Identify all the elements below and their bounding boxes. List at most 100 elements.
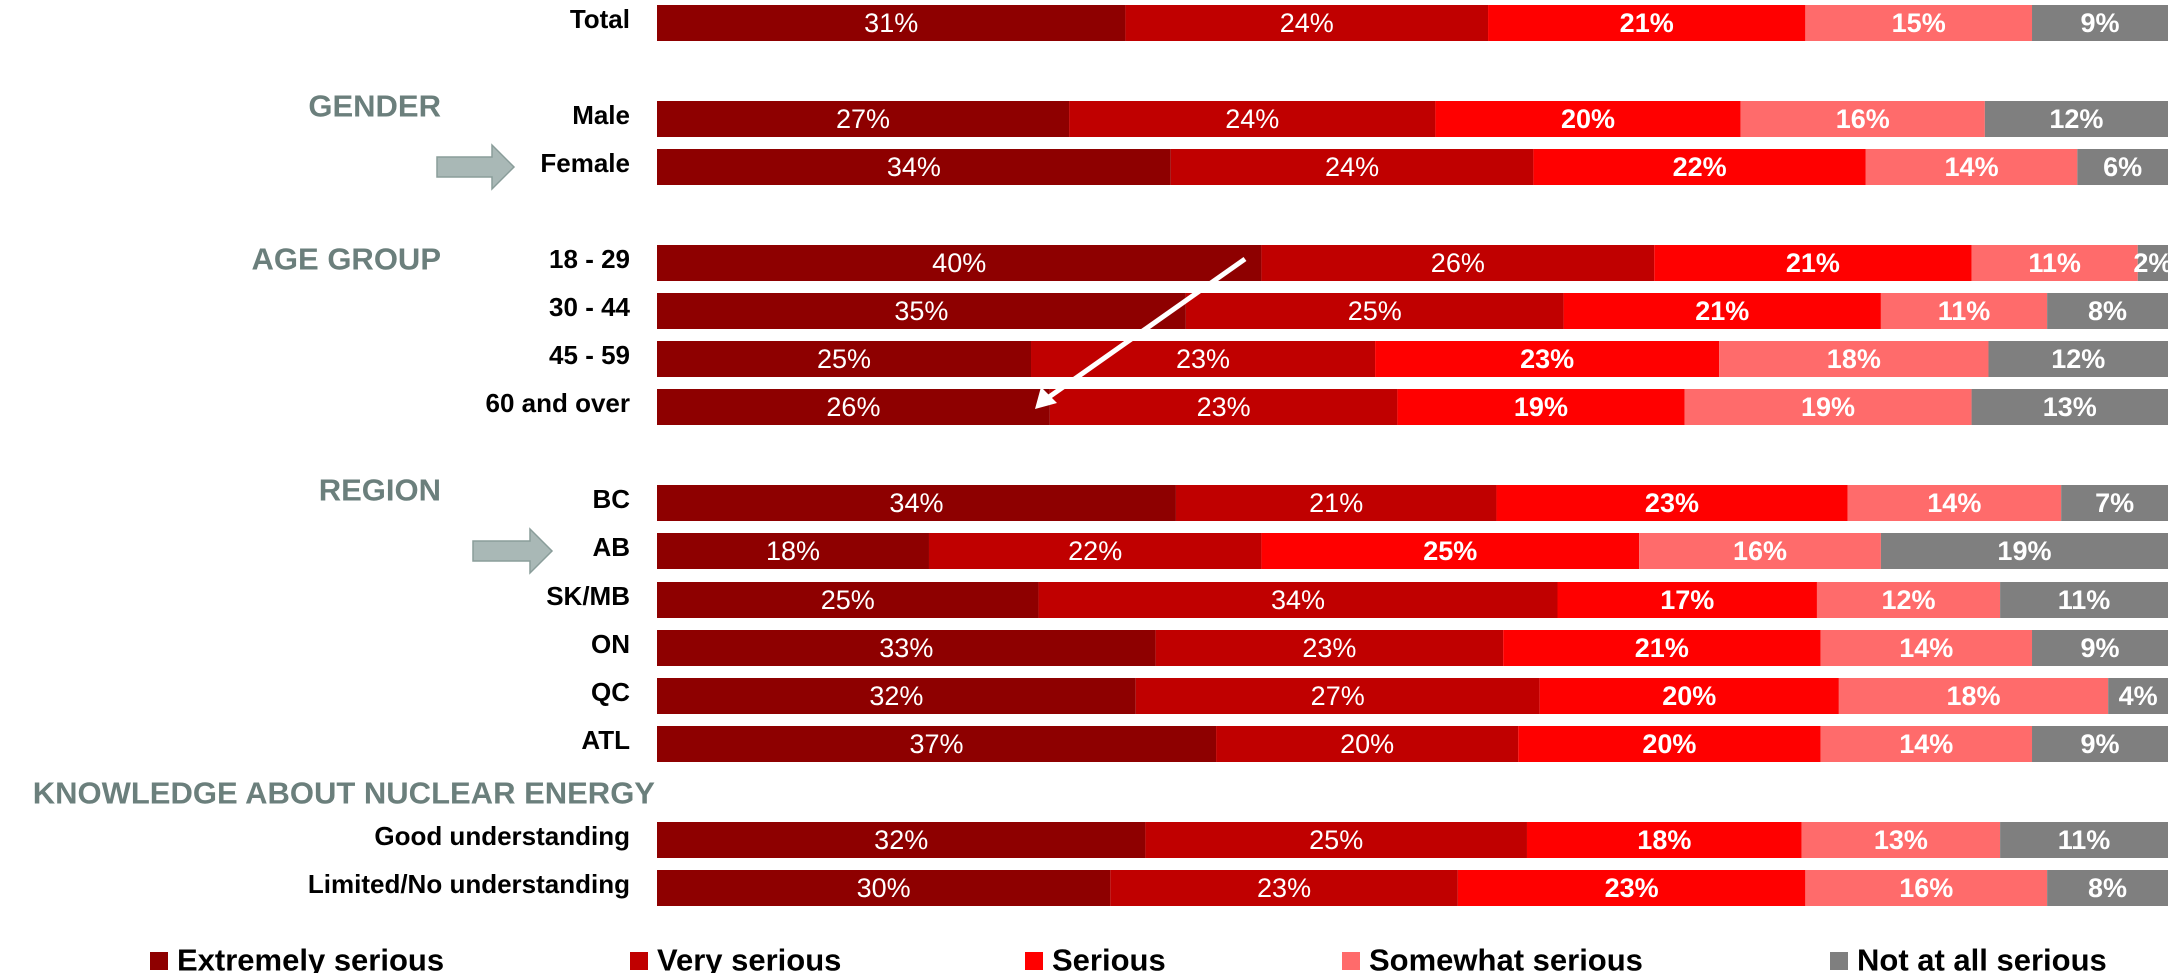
- bar-segment-qc-extremely-serious: [657, 678, 1136, 714]
- bar-segment-male-not-at-all-serious: [1984, 101, 2168, 137]
- data-label-good-understanding-serious: 18%: [1637, 825, 1691, 855]
- bar-segment-18-29-serious: [1654, 245, 1972, 281]
- legend-label-very-serious: Very serious: [657, 943, 841, 973]
- data-label-female-very-serious: 24%: [1325, 152, 1379, 182]
- data-label-sk-mb-very-serious: 34%: [1271, 585, 1325, 615]
- data-label-male-extremely-serious: 27%: [836, 104, 890, 134]
- bar-segment-on-somewhat-serious: [1820, 630, 2033, 666]
- data-label-female-serious: 22%: [1673, 152, 1727, 182]
- bars-layer: [657, 5, 2168, 906]
- bar-segment-female-serious: [1533, 149, 1866, 185]
- bar-segment-atl-somewhat-serious: [1820, 726, 2033, 762]
- bar-segment-sk-mb-serious: [1557, 582, 1817, 618]
- data-label-sk-mb-somewhat-serious: 12%: [1882, 585, 1936, 615]
- data-label-male-not-at-all-serious: 12%: [2049, 104, 2103, 134]
- data-label-female-not-at-all-serious: 6%: [2103, 152, 2142, 182]
- bar-segment-total-not-at-all-serious: [2032, 5, 2168, 41]
- highlight-arrow-icon-female: [436, 143, 516, 191]
- data-label-limited-no-understanding-very-serious: 23%: [1257, 873, 1311, 903]
- data-label-18-29-not-at-all-serious: 2%: [2133, 248, 2172, 278]
- data-label-good-understanding-extremely-serious: 32%: [874, 825, 928, 855]
- data-label-total-somewhat-serious: 15%: [1892, 8, 1946, 38]
- bar-segment-limited-no-understanding-serious: [1457, 870, 1806, 906]
- legend-swatch-extremely-serious: [150, 952, 168, 970]
- bar-segment-female-not-at-all-serious: [2077, 149, 2168, 185]
- section-label-region: REGION: [319, 473, 441, 508]
- data-label-30-44-somewhat-serious: 11%: [1938, 296, 1991, 326]
- data-label-45-59-very-serious: 23%: [1176, 344, 1230, 374]
- trend-arrow-line: [1047, 256, 1247, 400]
- bar-segment-60-and-over-serious: [1397, 389, 1685, 425]
- bar-segment-qc-not-at-all-serious: [2108, 678, 2168, 714]
- data-label-bc-somewhat-serious: 14%: [1927, 488, 1981, 518]
- data-label-60-and-over-somewhat-serious: 19%: [1801, 392, 1855, 422]
- data-label-qc-extremely-serious: 32%: [869, 681, 923, 711]
- bar-segment-good-understanding-somewhat-serious: [1801, 822, 2001, 858]
- row-label-sk-mb: SK/MB: [546, 581, 630, 611]
- data-label-ab-somewhat-serious: 16%: [1733, 536, 1787, 566]
- data-label-limited-no-understanding-serious: 23%: [1605, 873, 1659, 903]
- data-label-male-serious: 20%: [1561, 104, 1615, 134]
- data-label-ab-extremely-serious: 18%: [766, 536, 820, 566]
- bar-segment-total-somewhat-serious: [1805, 5, 2033, 41]
- bar-segment-30-44-very-serious: [1185, 293, 1564, 329]
- bar-segment-bc-serious: [1496, 485, 1848, 521]
- data-label-60-and-over-extremely-serious: 26%: [826, 392, 880, 422]
- labels-layer: Total 31% 24% 21% 15% 9% GENDER Male 27% 24% 20% 16…: [33, 4, 2173, 903]
- bar-segment-ab-extremely-serious: [657, 533, 929, 569]
- legend-label-not-at-all-serious: Not at all serious: [1857, 943, 2107, 973]
- data-label-45-59-serious: 23%: [1520, 344, 1574, 374]
- row-label-good-understanding: Good understanding: [374, 821, 630, 851]
- data-label-atl-serious: 20%: [1642, 729, 1696, 759]
- bar-segment-on-serious: [1503, 630, 1821, 666]
- data-label-18-29-somewhat-serious: 11%: [2028, 248, 2081, 278]
- bar-segment-good-understanding-serious: [1526, 822, 1802, 858]
- bar-segment-18-29-extremely-serious: [657, 245, 1262, 281]
- data-label-on-serious: 21%: [1635, 633, 1689, 663]
- data-label-on-not-at-all-serious: 9%: [2080, 633, 2119, 663]
- data-label-limited-no-understanding-somewhat-serious: 16%: [1899, 873, 1953, 903]
- legend-swatch-very-serious: [630, 952, 648, 970]
- bar-segment-limited-no-understanding-extremely-serious: [657, 870, 1111, 906]
- data-label-total-not-at-all-serious: 9%: [2080, 8, 2119, 38]
- bar-segment-female-extremely-serious: [657, 149, 1171, 185]
- legend: Extremely serious Very serious Serious Some…: [150, 943, 2107, 973]
- bar-segment-bc-very-serious: [1175, 485, 1497, 521]
- data-label-sk-mb-not-at-all-serious: 11%: [2058, 585, 2111, 615]
- row-label-ab: AB: [592, 532, 630, 562]
- row-label-qc: QC: [591, 677, 630, 707]
- bar-segment-45-59-somewhat-serious: [1719, 341, 1989, 377]
- legend-swatch-somewhat-serious: [1342, 952, 1360, 970]
- bar-segment-ab-somewhat-serious: [1639, 533, 1881, 569]
- data-label-atl-very-serious: 20%: [1340, 729, 1394, 759]
- bar-segment-limited-no-understanding-very-serious: [1110, 870, 1458, 906]
- row-label-on: ON: [591, 629, 630, 659]
- data-label-bc-very-serious: 21%: [1309, 488, 1363, 518]
- data-label-female-somewhat-serious: 14%: [1945, 152, 1999, 182]
- bar-segment-45-59-extremely-serious: [657, 341, 1032, 377]
- bar-segment-30-44-somewhat-serious: [1880, 293, 2048, 329]
- trend-arrow-head-icon: [1035, 387, 1057, 409]
- data-label-qc-not-at-all-serious: 4%: [2119, 681, 2158, 711]
- bar-segment-male-extremely-serious: [657, 101, 1070, 137]
- bar-segment-on-very-serious: [1155, 630, 1504, 666]
- annotations-layer: [436, 143, 1247, 575]
- bar-segment-total-serious: [1488, 5, 1806, 41]
- bar-segment-male-very-serious: [1069, 101, 1436, 137]
- legend-label-somewhat-serious: Somewhat serious: [1369, 943, 1643, 973]
- data-label-good-understanding-somewhat-serious: 13%: [1874, 825, 1928, 855]
- data-label-male-very-serious: 24%: [1225, 104, 1279, 134]
- data-label-atl-extremely-serious: 37%: [910, 729, 964, 759]
- data-label-30-44-not-at-all-serious: 8%: [2088, 296, 2127, 326]
- bar-segment-good-understanding-very-serious: [1145, 822, 1527, 858]
- bar-segment-bc-extremely-serious: [657, 485, 1176, 521]
- data-label-atl-somewhat-serious: 14%: [1899, 729, 1953, 759]
- highlight-arrow-icon-ab: [472, 527, 554, 575]
- bar-segment-atl-very-serious: [1216, 726, 1519, 762]
- data-label-bc-not-at-all-serious: 7%: [2095, 488, 2134, 518]
- bar-segment-limited-no-understanding-not-at-all-serious: [2047, 870, 2168, 906]
- data-label-30-44-serious: 21%: [1695, 296, 1749, 326]
- bar-segment-qc-serious: [1539, 678, 1839, 714]
- row-label-total: Total: [570, 4, 630, 34]
- row-label-limited-no-understanding: Limited/No understanding: [308, 869, 630, 899]
